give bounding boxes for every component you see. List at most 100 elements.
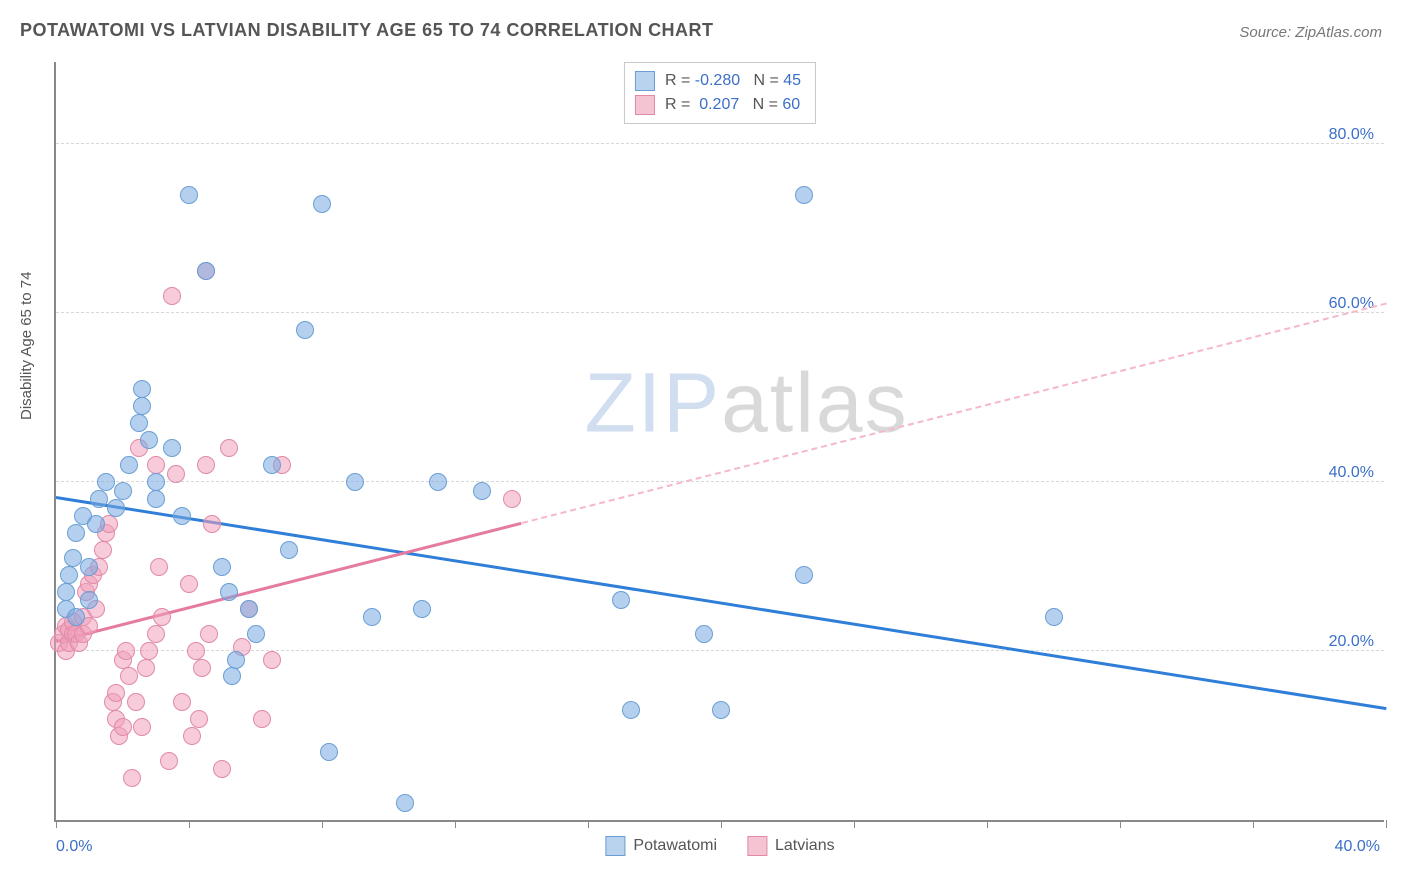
data-point-potawatomi — [80, 591, 98, 609]
watermark-atlas: atlas — [721, 356, 908, 450]
x-tick — [322, 820, 323, 828]
y-axis-label: Disability Age 65 to 74 — [18, 272, 35, 420]
swatch-latvians — [635, 95, 655, 115]
data-point-latvians — [183, 727, 201, 745]
chart-container: POTAWATOMI VS LATVIAN DISABILITY AGE 65 … — [0, 0, 1406, 892]
data-point-potawatomi — [107, 499, 125, 517]
data-point-latvians — [147, 625, 165, 643]
data-point-potawatomi — [120, 456, 138, 474]
data-point-potawatomi — [280, 541, 298, 559]
data-point-potawatomi — [147, 473, 165, 491]
chart-title: POTAWATOMI VS LATVIAN DISABILITY AGE 65 … — [20, 20, 714, 41]
watermark-zip: ZIP — [584, 356, 721, 450]
data-point-potawatomi — [140, 431, 158, 449]
data-point-potawatomi — [147, 490, 165, 508]
data-point-potawatomi — [133, 397, 151, 415]
data-point-latvians — [213, 760, 231, 778]
data-point-potawatomi — [133, 380, 151, 398]
data-point-latvians — [120, 667, 138, 685]
x-tick — [854, 820, 855, 828]
data-point-potawatomi — [429, 473, 447, 491]
plot-area: ZIPatlas R = -0.280 N = 45 R = 0.207 N =… — [54, 62, 1384, 822]
data-point-potawatomi — [64, 549, 82, 567]
data-point-potawatomi — [57, 583, 75, 601]
bottom-legend: Potawatomi Latvians — [605, 836, 834, 856]
gridline — [56, 481, 1384, 482]
data-point-latvians — [253, 710, 271, 728]
swatch-potawatomi — [635, 71, 655, 91]
data-point-latvians — [107, 684, 125, 702]
data-point-latvians — [167, 465, 185, 483]
data-point-potawatomi — [313, 195, 331, 213]
stats-text-latvians: R = 0.207 N = 60 — [665, 93, 800, 117]
x-tick — [1253, 820, 1254, 828]
data-point-latvians — [140, 642, 158, 660]
y-tick-label: 40.0% — [1329, 464, 1374, 482]
data-point-latvians — [173, 693, 191, 711]
data-point-potawatomi — [363, 608, 381, 626]
data-point-latvians — [200, 625, 218, 643]
data-point-latvians — [263, 651, 281, 669]
data-point-latvians — [190, 710, 208, 728]
data-point-latvians — [503, 490, 521, 508]
data-point-potawatomi — [220, 583, 238, 601]
y-tick-label: 80.0% — [1329, 126, 1374, 144]
swatch-latvians-2 — [747, 836, 767, 856]
data-point-potawatomi — [80, 558, 98, 576]
x-tick — [1386, 820, 1387, 828]
data-point-potawatomi — [114, 482, 132, 500]
data-point-potawatomi — [320, 743, 338, 761]
data-point-potawatomi — [213, 558, 231, 576]
x-min-label: 0.0% — [56, 838, 92, 856]
data-point-potawatomi — [97, 473, 115, 491]
data-point-potawatomi — [247, 625, 265, 643]
data-point-potawatomi — [263, 456, 281, 474]
data-point-potawatomi — [197, 262, 215, 280]
y-tick-label: 20.0% — [1329, 633, 1374, 651]
data-point-latvians — [147, 456, 165, 474]
stats-legend-box: R = -0.280 N = 45 R = 0.207 N = 60 — [624, 62, 816, 124]
legend-item-latvians: Latvians — [747, 836, 835, 856]
stats-row-latvians: R = 0.207 N = 60 — [635, 93, 801, 117]
data-point-latvians — [94, 541, 112, 559]
data-point-latvians — [127, 693, 145, 711]
stats-row-potawatomi: R = -0.280 N = 45 — [635, 69, 801, 93]
legend-item-potawatomi: Potawatomi — [605, 836, 717, 856]
data-point-potawatomi — [473, 482, 491, 500]
stats-text-potawatomi: R = -0.280 N = 45 — [665, 69, 801, 93]
data-point-potawatomi — [223, 667, 241, 685]
data-point-potawatomi — [240, 600, 258, 618]
data-point-potawatomi — [296, 321, 314, 339]
data-point-latvians — [114, 718, 132, 736]
data-point-potawatomi — [67, 524, 85, 542]
data-point-potawatomi — [90, 490, 108, 508]
data-point-potawatomi — [173, 507, 191, 525]
data-point-potawatomi — [346, 473, 364, 491]
x-tick — [56, 820, 57, 828]
data-point-latvians — [180, 575, 198, 593]
x-tick — [1120, 820, 1121, 828]
data-point-potawatomi — [396, 794, 414, 812]
x-tick — [189, 820, 190, 828]
data-point-potawatomi — [622, 701, 640, 719]
legend-label-potawatomi: Potawatomi — [633, 837, 717, 855]
data-point-latvians — [163, 287, 181, 305]
data-point-potawatomi — [67, 608, 85, 626]
source-name: ZipAtlas.com — [1295, 24, 1382, 41]
data-point-latvians — [187, 642, 205, 660]
data-point-latvians — [123, 769, 141, 787]
data-point-latvians — [160, 752, 178, 770]
swatch-potawatomi-2 — [605, 836, 625, 856]
data-point-potawatomi — [130, 414, 148, 432]
data-point-potawatomi — [60, 566, 78, 584]
data-point-potawatomi — [413, 600, 431, 618]
data-point-latvians — [193, 659, 211, 677]
data-point-latvians — [117, 642, 135, 660]
data-point-potawatomi — [795, 186, 813, 204]
data-point-potawatomi — [180, 186, 198, 204]
gridline — [56, 312, 1384, 313]
gridline — [56, 143, 1384, 144]
data-point-latvians — [203, 515, 221, 533]
data-point-latvians — [150, 558, 168, 576]
x-tick — [721, 820, 722, 828]
